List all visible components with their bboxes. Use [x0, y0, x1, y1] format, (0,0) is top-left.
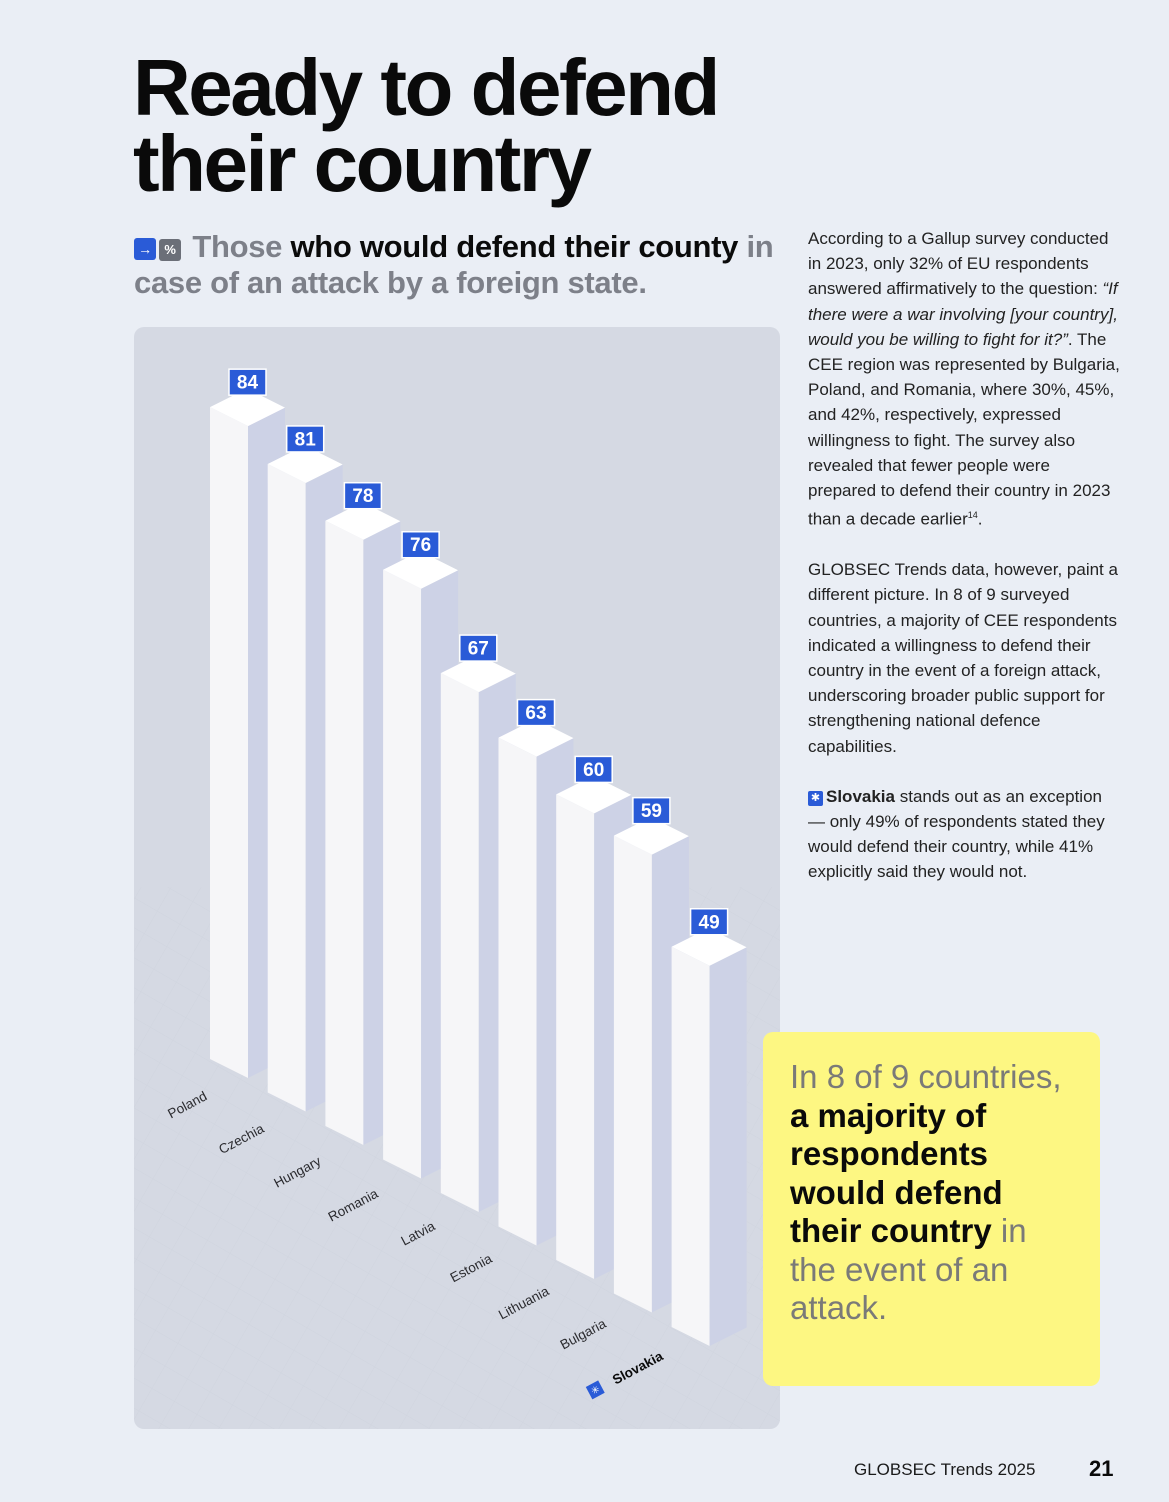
data-label-latvia: 67 [459, 634, 498, 662]
bar-top-czechia [267, 445, 343, 483]
subtitle-light-word: Those [192, 229, 283, 264]
data-label-text-romania: 76 [410, 535, 431, 556]
bar-front-hungary [325, 520, 364, 1145]
bar-top-poland [210, 388, 285, 427]
chart-panel: 84 Poland 81 Czechia 78 Hungary 76 Romania 67 Lat… [134, 327, 780, 1429]
data-label-box-czechia [285, 425, 325, 453]
page-number: 21 [1089, 1456, 1114, 1481]
data-label-box-latvia [459, 634, 498, 662]
bar-top-slovakia [671, 928, 747, 966]
bar-front-lithuania [556, 794, 595, 1279]
bar-front-romania [383, 569, 422, 1179]
data-label-lithuania: 60 [574, 755, 613, 784]
paragraph-gallup-period: . [977, 509, 983, 529]
data-label-box-poland [228, 368, 267, 396]
data-label-romania: 76 [401, 530, 440, 559]
callout-light-end: in the event of an attack. [790, 1212, 1027, 1326]
bar-front-estonia [498, 737, 537, 1246]
paragraph-gallup-start: According to a Gallup survey conducted i… [808, 229, 1109, 299]
chart-subtitle: →% Those who would defend their county i… [134, 229, 784, 301]
slovakia-marker-icon: ✱ [808, 790, 823, 806]
slovakia-bold: Slovakia [826, 786, 895, 806]
paragraph-slovakia: ✱ Slovakia stands out as an exception — o… [808, 784, 1120, 885]
data-label-box-romania [401, 530, 440, 559]
data-label-box-slovakia [689, 908, 729, 936]
bar-front-slovakia [671, 946, 710, 1346]
bar-top-hungary [325, 502, 401, 540]
bar-top-latvia [440, 654, 516, 693]
data-label-text-latvia: 67 [468, 639, 489, 660]
bar-top-romania [383, 551, 459, 589]
slovakia-text: stands out as an exception — only 49% of… [808, 786, 1105, 882]
bar-front-czechia [267, 463, 306, 1112]
footer-publication: GLOBSEC Trends 2025 [854, 1460, 1036, 1479]
percent-icon: % [159, 239, 181, 261]
bar-top-bulgaria [613, 817, 689, 855]
data-label-estonia: 63 [516, 698, 556, 727]
page-title: Ready to defend their country [133, 43, 720, 208]
data-label-box-bulgaria [632, 796, 671, 825]
data-label-czechia: 81 [285, 425, 325, 453]
paragraph-gallup: According to a Gallup survey conducted i… [808, 226, 1120, 532]
data-label-text-slovakia: 49 [699, 912, 720, 933]
data-label-text-lithuania: 60 [583, 760, 604, 781]
bars-layer [210, 388, 747, 1346]
data-label-poland: 84 [228, 368, 267, 396]
bar-top-estonia [498, 719, 574, 757]
callout-box: In 8 of 9 countries, a majority of respo… [763, 1032, 1100, 1386]
bar-slovakia [671, 928, 747, 1346]
data-label-hungary: 78 [343, 481, 383, 510]
callout-bold: a majority of respondents would defend t… [790, 1096, 1003, 1250]
data-label-text-estonia: 63 [525, 703, 546, 724]
data-label-text-hungary: 78 [352, 486, 373, 507]
subtitle-rest: in case of an attack by a foreign state. [134, 229, 774, 300]
bar-front-bulgaria [613, 835, 652, 1313]
paragraph-gallup-end: . The CEE region was represented by Bulg… [808, 329, 1120, 529]
data-label-text-czechia: 81 [295, 429, 317, 450]
survey-question-quote: “If there were a war involving [your cou… [808, 279, 1118, 349]
isometric-bar-chart: 84Poland81Czechia78Hungary76Romania67Lat… [134, 368, 780, 1429]
bar-side-slovakia [709, 947, 747, 1346]
data-label-box-lithuania [574, 755, 613, 784]
data-label-text-bulgaria: 59 [641, 801, 662, 822]
callout-light-start: In 8 of 9 countries, [790, 1058, 1062, 1095]
data-label-box-estonia [516, 698, 556, 727]
subtitle-emphasis: who would defend their county [290, 229, 739, 264]
bar-front-poland [210, 407, 248, 1078]
slovakia-category-icon [585, 1380, 605, 1400]
arrow-right-icon: → [134, 238, 156, 260]
body-text: According to a Gallup survey conducted i… [808, 226, 1120, 910]
data-label-slovakia: 49 [689, 908, 729, 936]
bar-front-latvia [440, 673, 479, 1212]
data-label-bulgaria: 59 [632, 796, 671, 825]
bar-top-lithuania [556, 775, 632, 814]
data-label-text-poland: 84 [237, 373, 259, 394]
data-label-box-hungary [343, 481, 383, 510]
footnote-marker: 14 [967, 510, 978, 521]
paragraph-globsec: GLOBSEC Trends data, however, paint a di… [808, 560, 1118, 756]
